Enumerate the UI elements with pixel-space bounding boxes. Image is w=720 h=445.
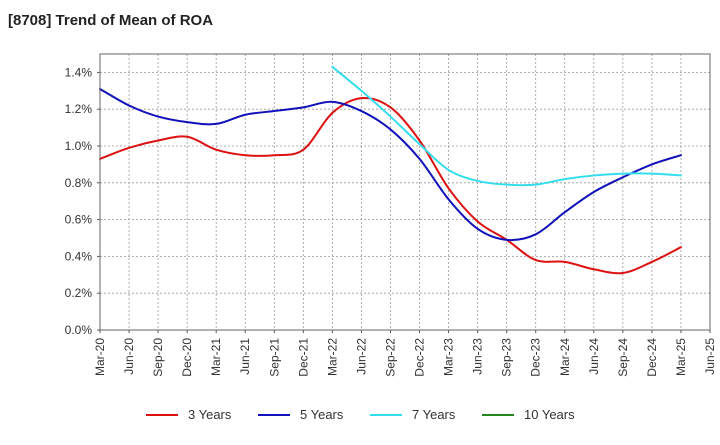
x-tick-label: Dec-23: [529, 338, 543, 377]
x-tick-label: Jun-21: [238, 338, 252, 375]
legend-label-7-years: 7 Years: [412, 407, 456, 422]
x-tick-label: Mar-20: [93, 338, 107, 376]
x-tick-label: Jun-25: [703, 338, 717, 375]
x-tick-label: Jun-20: [122, 338, 136, 375]
y-tick-label: 0.6%: [65, 213, 93, 227]
x-tick-label: Sep-21: [267, 338, 281, 377]
y-tick-label: 0.4%: [65, 249, 93, 263]
x-tick-label: Dec-24: [645, 338, 659, 377]
x-tick-label: Jun-23: [471, 338, 485, 375]
y-tick-label: 1.4%: [65, 65, 93, 79]
x-tick-label: Sep-24: [616, 338, 630, 377]
series-line-7-years: [331, 65, 682, 187]
legend-label-3-years: 3 Years: [188, 407, 232, 422]
x-tick-label: Dec-21: [296, 338, 310, 377]
plot-area: [100, 54, 710, 330]
legend-label-10-years: 10 Years: [524, 407, 575, 422]
x-tick-label: Mar-24: [558, 338, 572, 376]
y-tick-label: 1.2%: [65, 102, 93, 116]
series-line-3-years: [99, 97, 682, 275]
x-tick-label: Jun-24: [587, 338, 601, 375]
y-tick-label: 0.0%: [65, 323, 93, 337]
x-tick-label: Mar-22: [325, 338, 339, 376]
x-tick-label: Sep-23: [500, 338, 514, 377]
x-tick-label: Mar-21: [209, 338, 223, 376]
x-tick-label: Dec-22: [413, 338, 427, 377]
legend-label-5-years: 5 Years: [300, 407, 344, 422]
plot-frame: [99, 53, 711, 331]
x-tick-label: Sep-22: [383, 338, 397, 377]
y-tick-label: 0.8%: [65, 176, 93, 190]
x-tick-label: Mar-23: [442, 338, 456, 376]
chart-title: [8708] Trend of Mean of ROA: [8, 12, 214, 29]
y-tick-label: 0.2%: [65, 286, 93, 300]
series-line-5-years: [99, 87, 682, 242]
y-tick-label: 1.0%: [65, 139, 93, 153]
x-tick-label: Dec-20: [180, 338, 194, 377]
x-tick-label: Jun-22: [354, 338, 368, 375]
x-tick-label: Mar-25: [674, 338, 688, 376]
x-tick-label: Sep-20: [151, 338, 165, 377]
